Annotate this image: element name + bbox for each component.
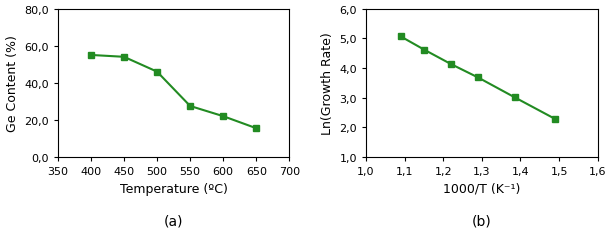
X-axis label: Temperature (ºC): Temperature (ºC) xyxy=(120,182,228,195)
Text: (b): (b) xyxy=(472,214,491,228)
X-axis label: 1000/T (K⁻¹): 1000/T (K⁻¹) xyxy=(443,182,521,195)
Y-axis label: Ge Content (%): Ge Content (%) xyxy=(6,35,18,132)
Y-axis label: Ln(Growth Rate): Ln(Growth Rate) xyxy=(321,32,334,134)
Text: (a): (a) xyxy=(164,214,184,228)
